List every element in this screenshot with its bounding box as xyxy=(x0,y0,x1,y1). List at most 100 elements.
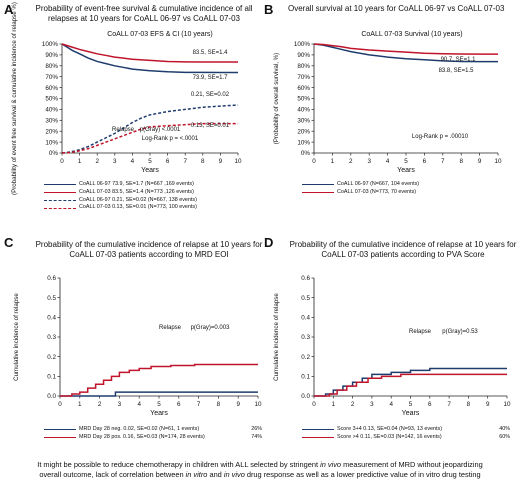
y-tick-label: 60% xyxy=(45,85,58,92)
chart-a-legend: CoALL 06-97 73.9, SE=1.7 (N=667 ,169 eve… xyxy=(44,181,260,212)
annotation: Relapse xyxy=(409,329,432,335)
y-tick-label: 10% xyxy=(45,139,58,146)
y-tick-label: 40% xyxy=(297,107,310,114)
x-tick-label: 9 xyxy=(486,401,490,408)
annotation: 0.21, SE=0.02 xyxy=(191,92,230,98)
legend-item: CoALL 06-97 (N=667, 104 events) xyxy=(302,181,502,189)
legend-label: CoALL 07-03 0.13, SE=0.01 (N=773, 100 ev… xyxy=(79,204,197,211)
annotation: p(Gray)=0.003 xyxy=(191,325,231,331)
y-tick-label: 0.0 xyxy=(301,393,310,400)
chart-d-title: Probability of the cumulative incidence … xyxy=(289,240,517,259)
x-tick-label: 7 xyxy=(183,158,187,165)
y-tick-label: 50% xyxy=(45,96,58,103)
y-tick-label: 30% xyxy=(297,118,310,125)
legend-swatch xyxy=(44,192,76,194)
chart-c-title: Probability of the cumulative incidence … xyxy=(35,240,263,259)
series-line xyxy=(314,373,507,397)
x-tick-label: 1 xyxy=(78,158,82,165)
y-tick-label: 50% xyxy=(297,96,310,103)
annotation: 83.8, SE=1.5 xyxy=(439,68,475,74)
legend-item: Score >4 0.11, SE=0.03 (N=142, 16 events… xyxy=(302,434,510,442)
x-tick-label: 3 xyxy=(118,401,122,408)
y-tick-label: 10% xyxy=(297,139,310,146)
y-tick-label: 0.6 xyxy=(47,275,56,282)
series-line xyxy=(61,122,238,154)
chart-a-title: Probability of event-free survival & cum… xyxy=(35,4,253,23)
y-axis-label: Cumulative incidence of relapse xyxy=(13,293,20,381)
y-tick-label: 0.1 xyxy=(301,374,310,381)
x-tick-label: 0 xyxy=(58,401,62,408)
chart-b-title: Overall survival at 10 years for CoALL 0… xyxy=(288,4,505,13)
y-tick-label: 100% xyxy=(42,41,59,48)
x-tick-label: 1 xyxy=(332,401,336,408)
legend-label: MRD Day 28 pos. 0.16, SE=0.03 (N=174, 28… xyxy=(79,433,205,440)
x-tick-label: 3 xyxy=(367,158,371,165)
y-tick-label: 0.5 xyxy=(301,295,310,302)
x-tick-label: 3 xyxy=(370,401,374,408)
chart-b-legend: CoALL 06-97 (N=667, 104 events) CoALL 07… xyxy=(302,181,502,197)
x-axis-label: Years xyxy=(397,167,415,174)
x-tick-label: 8 xyxy=(459,158,463,165)
y-tick-label: 0.2 xyxy=(301,354,310,361)
x-tick-label: 2 xyxy=(98,401,102,408)
x-tick-label: 6 xyxy=(428,401,432,408)
y-axis-label: (Probability of overall survival, %) xyxy=(273,53,280,144)
legend-swatch xyxy=(44,199,76,201)
legend-swatch xyxy=(44,429,76,431)
legend-swatch xyxy=(44,207,76,209)
annotation: Log-Rank p = .00010 xyxy=(412,134,469,140)
x-tick-label: 10 xyxy=(254,401,262,408)
y-tick-label: 70% xyxy=(45,74,58,81)
y-tick-label: 0.1 xyxy=(47,374,56,381)
x-tick-label: 6 xyxy=(423,158,427,165)
legend-label: Score 3+4 0.13, SE=0.04 (N=93, 13 events… xyxy=(337,426,443,432)
legend-swatch xyxy=(44,437,76,439)
x-tick-label: 4 xyxy=(137,401,141,408)
annotation: 73.9, SE=1.7 xyxy=(193,75,229,81)
legend-item: CoALL 07-03 0.13, SE=0.01 (N=773, 100 ev… xyxy=(44,204,260,212)
annotation: 90.7, SE=1.1 xyxy=(441,57,477,63)
series-line xyxy=(313,43,498,63)
x-tick-label: 1 xyxy=(78,401,82,408)
x-tick-label: 2 xyxy=(95,158,99,165)
legend-swatch xyxy=(302,437,334,439)
x-tick-label: 6 xyxy=(177,401,181,408)
x-tick-label: 2 xyxy=(349,158,353,165)
x-tick-label: 9 xyxy=(478,158,482,165)
annotation: 0.13, SE=0.01 xyxy=(191,123,230,129)
x-tick-label: 7 xyxy=(441,158,445,165)
panel-label-a: A xyxy=(4,2,14,17)
x-axis-label: Years xyxy=(402,410,420,417)
y-tick-label: 0.3 xyxy=(47,334,56,341)
x-axis-label: Years xyxy=(150,410,168,417)
legend-item: Score 3+4 0.13, SE=0.04 (N=93, 13 events… xyxy=(302,426,510,434)
y-tick-label: 0.0 xyxy=(47,393,56,400)
legend-label: CoALL 07-03 83.5, SE=1.4 (N=773 ,126 eve… xyxy=(79,188,194,195)
y-tick-label: 0% xyxy=(301,150,311,157)
y-tick-label: 20% xyxy=(297,128,310,135)
legend-item: MRD Day 28 pos. 0.16, SE=0.03 (N=174, 28… xyxy=(44,434,262,442)
annotation: p(Gray) <.0001 xyxy=(140,127,181,133)
x-tick-label: 10 xyxy=(503,401,511,408)
annotation: p(Gray)=0.53 xyxy=(442,329,478,335)
y-tick-label: 20% xyxy=(45,128,58,135)
series-line xyxy=(61,43,238,63)
x-tick-label: 0 xyxy=(60,158,64,165)
x-tick-label: 5 xyxy=(409,401,413,408)
x-tick-label: 9 xyxy=(236,401,240,408)
legend-swatch xyxy=(302,192,334,194)
chart-a-subtitle: CoALL 07-03 EFS & CI (10 years) xyxy=(107,31,213,38)
legend-label: Score >4 0.11, SE=0.03 (N=142, 16 events… xyxy=(337,433,442,440)
legend-swatch xyxy=(302,429,334,431)
x-tick-label: 8 xyxy=(217,401,221,408)
annotation: Relapse xyxy=(112,127,135,133)
legend-percent: 26% xyxy=(251,426,262,432)
x-tick-label: 0 xyxy=(312,158,316,165)
y-tick-label: 0.5 xyxy=(47,295,56,302)
x-tick-label: 5 xyxy=(157,401,161,408)
x-tick-label: 6 xyxy=(166,158,170,165)
annotation: Relapse xyxy=(159,325,182,331)
x-tick-label: 7 xyxy=(197,401,201,408)
y-tick-label: 80% xyxy=(45,63,58,70)
